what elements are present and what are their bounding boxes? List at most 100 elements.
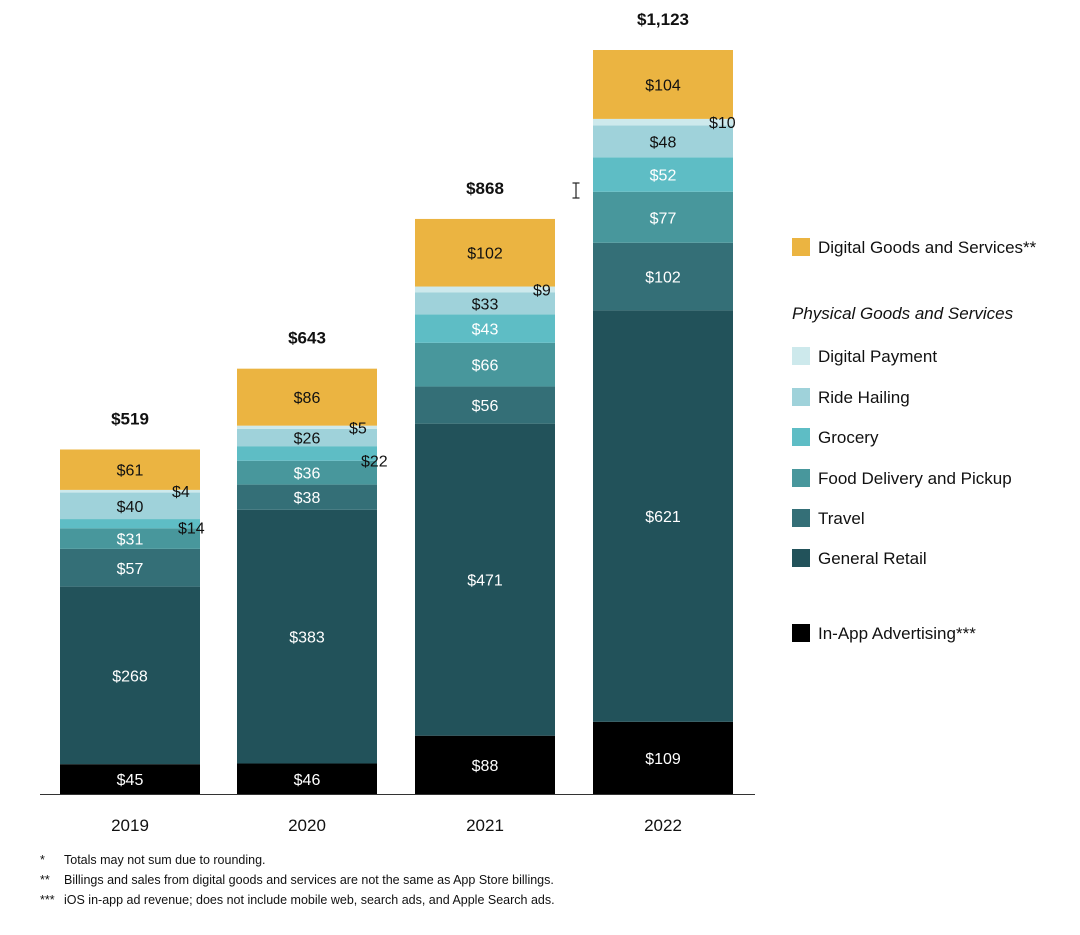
total-label-2021: $868: [466, 179, 504, 198]
bar-segment-digital-payment-2020: [237, 425, 377, 429]
footnote-3: *** iOS in-app ad revenue; does not incl…: [40, 890, 940, 910]
data-label-digital-payment-2021: $9: [533, 283, 551, 300]
legend-label-digital-goods-and-services: Digital Goods and Services**: [818, 238, 1037, 257]
footnotes: * Totals may not sum due to rounding. **…: [40, 850, 940, 910]
bar-segment-digital-payment-2019: [60, 489, 200, 493]
legend-label-in-app-advertising: In-App Advertising***: [818, 624, 976, 643]
legend-label-ride-hailing: Ride Hailing: [818, 388, 910, 407]
total-label-2022: $1,123: [637, 10, 689, 29]
data-label-food-delivery-and-pickup-2019: $31: [117, 532, 144, 549]
data-label-in-app-advertising-2021: $88: [472, 758, 499, 775]
legend-label-digital-payment: Digital Payment: [818, 347, 937, 366]
bar-segment-in-app-advertising-2019: [60, 764, 200, 794]
bar-segment-digital-goods-and-services-2020: [237, 368, 377, 426]
bar-segment-general-retail-2022: [593, 310, 733, 722]
legend-swatch-food-delivery-and-pickup: [792, 469, 810, 487]
legend-swatch-grocery: [792, 428, 810, 446]
footnote-2: ** Billings and sales from digital goods…: [40, 870, 940, 890]
bar-segment-grocery-2020: [237, 446, 377, 461]
footnote-text: Billings and sales from digital goods an…: [64, 873, 554, 887]
legend-swatch-digital-goods-and-services: [792, 238, 810, 256]
data-label-general-retail-2022: $621: [645, 509, 681, 526]
data-label-digital-goods-and-services-2019: $61: [117, 463, 144, 480]
legend-swatch-digital-payment: [792, 347, 810, 365]
legend-label-travel: Travel: [818, 509, 865, 528]
bar-segment-digital-goods-and-services-2022: [593, 50, 733, 119]
footnote-mark: ***: [40, 893, 55, 907]
bar-segment-ride-hailing-2020: [237, 428, 377, 447]
bar-segment-digital-payment-2022: [593, 118, 733, 126]
x-axis: 2019 2020 2021 2022: [40, 794, 755, 835]
data-label-travel-2021: $56: [472, 398, 499, 415]
bar-segment-digital-goods-and-services-2021: [415, 218, 555, 287]
legend: Digital Goods and Services** Physical Goo…: [792, 238, 1037, 643]
bar-segment-food-delivery-and-pickup-2020: [237, 460, 377, 485]
data-label-digital-goods-and-services-2021: $102: [467, 246, 503, 263]
data-label-in-app-advertising-2019: $45: [117, 772, 144, 789]
data-label-travel-2019: $57: [117, 561, 144, 578]
data-label-digital-goods-and-services-2022: $104: [645, 77, 681, 94]
data-label-food-delivery-and-pickup-2020: $36: [294, 466, 321, 483]
data-label-travel-2020: $38: [294, 490, 321, 507]
bar-segment-travel-2019: [60, 548, 200, 587]
bars-group: [60, 50, 733, 794]
data-label-grocery-2020: $22: [361, 453, 388, 470]
data-label-grocery-2019: $14: [178, 521, 205, 538]
bar-segment-food-delivery-and-pickup-2021: [415, 342, 555, 387]
data-label-food-delivery-and-pickup-2021: $66: [472, 358, 499, 375]
bar-segment-ride-hailing-2021: [415, 292, 555, 315]
data-label-grocery-2021: $43: [472, 322, 499, 339]
bar-segment-digital-goods-and-services-2019: [60, 449, 200, 490]
total-label-2019: $519: [111, 409, 149, 428]
bar-segment-ride-hailing-2022: [593, 125, 733, 158]
footnote-mark: *: [40, 853, 45, 867]
bar-segment-general-retail-2019: [60, 586, 200, 765]
data-label-grocery-2022: $52: [650, 168, 677, 185]
data-label-ride-hailing-2022: $48: [650, 134, 677, 151]
data-label-ride-hailing-2021: $33: [472, 296, 499, 313]
legend-swatch-travel: [792, 509, 810, 527]
bar-segment-travel-2020: [237, 484, 377, 510]
legend-label-food-delivery-and-pickup: Food Delivery and Pickup: [818, 469, 1012, 488]
bar-segment-general-retail-2021: [415, 423, 555, 736]
bar-segment-food-delivery-and-pickup-2019: [60, 528, 200, 549]
data-label-general-retail-2019: $268: [112, 668, 148, 685]
legend-label-general-retail: General Retail: [818, 549, 927, 568]
bar-segment-general-retail-2020: [237, 509, 377, 764]
data-label-general-retail-2020: $383: [289, 630, 325, 647]
data-label-food-delivery-and-pickup-2022: $77: [650, 210, 677, 227]
data-label-ride-hailing-2020: $26: [294, 431, 321, 448]
legend-swatch-ride-hailing: [792, 388, 810, 406]
bar-segment-grocery-2019: [60, 519, 200, 529]
data-label-in-app-advertising-2020: $46: [294, 772, 321, 789]
footnote-1: * Totals may not sum due to rounding.: [40, 850, 940, 870]
bar-segment-ride-hailing-2019: [60, 492, 200, 520]
footnote-text: Totals may not sum due to rounding.: [64, 853, 266, 867]
data-label-general-retail-2021: $471: [467, 573, 503, 590]
legend-swatch-general-retail: [792, 549, 810, 567]
bar-segment-in-app-advertising-2020: [237, 763, 377, 794]
bar-segment-grocery-2022: [593, 157, 733, 192]
bar-segment-travel-2021: [415, 386, 555, 424]
bar-segment-travel-2022: [593, 242, 733, 311]
data-label-ride-hailing-2019: $40: [117, 499, 144, 516]
bar-segment-digital-payment-2021: [415, 286, 555, 293]
total-label-2020: $643: [288, 329, 326, 348]
footnote-mark: **: [40, 873, 50, 887]
total-labels-group: $519 $643 $868 $1,123: [111, 10, 689, 428]
text-cursor-icon: [572, 182, 580, 199]
footnote-text: iOS in-app ad revenue; does not include …: [64, 893, 555, 907]
bar-segment-food-delivery-and-pickup-2022: [593, 191, 733, 243]
bar-segment-in-app-advertising-2021: [415, 735, 555, 794]
legend-swatch-in-app-advertising: [792, 624, 810, 642]
x-tick-label-2021: 2021: [466, 816, 504, 835]
x-tick-label-2020: 2020: [288, 816, 326, 835]
data-label-digital-goods-and-services-2020: $86: [294, 390, 321, 407]
data-label-digital-payment-2022: $10: [709, 115, 736, 132]
x-tick-label-2019: 2019: [111, 816, 149, 835]
data-label-digital-payment-2020: $5: [349, 420, 367, 437]
legend-group-heading: Physical Goods and Services: [792, 304, 1014, 323]
segment-labels-group: $45 $268 $57 $31 $14 $40 $4 $61 $46 $383 $38 $36 $22…: [112, 77, 736, 789]
legend-label-grocery: Grocery: [818, 428, 879, 447]
